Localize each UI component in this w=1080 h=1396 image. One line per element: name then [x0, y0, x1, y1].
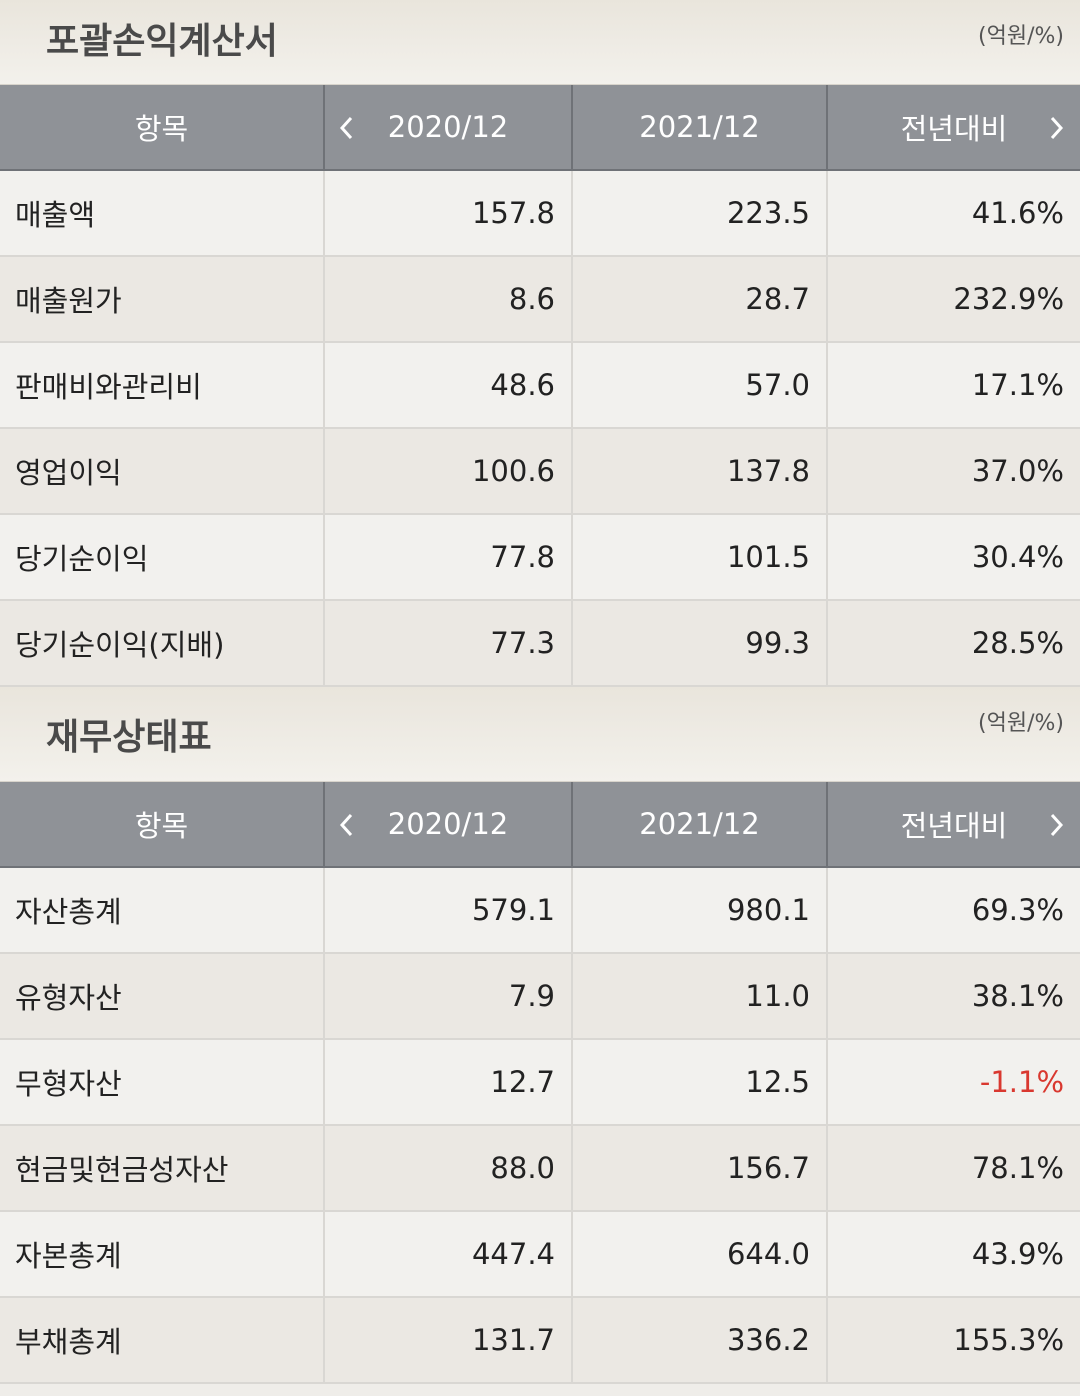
header-cell: 2020/12: [325, 85, 573, 169]
arrow-shape: [1050, 116, 1064, 140]
value-cell: 644.0: [573, 1212, 828, 1296]
value-cell: 30.4%: [971, 540, 1064, 574]
value-cell: 8.6: [325, 257, 573, 341]
header-cell: 항목: [0, 782, 325, 866]
value-cell: 99.3: [573, 601, 828, 685]
arrow-shape: [339, 813, 353, 837]
row-label: 부채총계: [0, 1298, 325, 1382]
header-cell: 전년대비: [828, 85, 1080, 169]
value-cell: 131.7: [325, 1298, 573, 1382]
value-cell: 88.0: [325, 1126, 573, 1210]
header-row: 항목 2020/12 2021/12 전년대비: [0, 782, 1080, 868]
value-cell: 69.3%: [971, 893, 1064, 927]
row-label: 자산총계: [0, 868, 325, 952]
table-row: 매출액 157.8 223.5 41.6%: [0, 171, 1080, 257]
header-cell: 2021/12: [573, 85, 828, 169]
table-body: 자산총계 579.1 980.1 69.3% 유형자산 7.9 11.0 38.1% 무형자산 1…: [0, 868, 1080, 1384]
value-cell: 7.9: [325, 954, 573, 1038]
prev-arrow[interactable]: [337, 113, 357, 143]
value-cell: 232.9%: [953, 282, 1064, 316]
value-cell: 156.7: [573, 1126, 828, 1210]
table-row: 당기순이익(지배) 77.3 99.3 28.5%: [0, 601, 1080, 687]
row-label: 자본총계: [0, 1212, 325, 1296]
value-cell: 223.5: [573, 171, 828, 255]
next-arrow[interactable]: [1046, 113, 1066, 143]
value-cell: 157.8: [325, 171, 573, 255]
value-cell: 336.2: [573, 1298, 828, 1382]
value-cell: 579.1: [325, 868, 573, 952]
section: 포괄손익계산서 (억원/%) 항목 2020/12 2021/12 전년대비 매출액 157.…: [0, 0, 1080, 687]
header-cell: 전년대비: [828, 782, 1080, 866]
table-row: 자본총계 447.4 644.0 43.9%: [0, 1212, 1080, 1298]
value-cell: 101.5: [573, 515, 828, 599]
section: 재무상태표 (억원/%) 항목 2020/12 2021/12 전년대비 자산총계 579.1…: [0, 687, 1080, 1384]
table-row: 유형자산 7.9 11.0 38.1%: [0, 954, 1080, 1040]
header-row: 항목 2020/12 2021/12 전년대비: [0, 85, 1080, 171]
row-label: 유형자산: [0, 954, 325, 1038]
value-cell: 12.5: [573, 1040, 828, 1124]
section-title: 포괄손익계산서: [46, 21, 278, 62]
value-cell: 78.1%: [971, 1151, 1064, 1185]
value-cell: 17.1%: [971, 368, 1064, 402]
table-row: 당기순이익 77.8 101.5 30.4%: [0, 515, 1080, 601]
value-cell: 41.6%: [971, 196, 1064, 230]
value-cell: 28.7: [573, 257, 828, 341]
unit-label: (억원/%): [978, 24, 1064, 49]
value-cell: 447.4: [325, 1212, 573, 1296]
table-row: 자산총계 579.1 980.1 69.3%: [0, 868, 1080, 954]
value-cell: 43.9%: [971, 1237, 1064, 1271]
value-cell: 38.1%: [971, 979, 1064, 1013]
row-label: 무형자산: [0, 1040, 325, 1124]
table-row: 영업이익 100.6 137.8 37.0%: [0, 429, 1080, 515]
table-row: 판매비와관리비 48.6 57.0 17.1%: [0, 343, 1080, 429]
header-cell: 2021/12: [573, 782, 828, 866]
title-bar: 포괄손익계산서 (억원/%): [0, 0, 1080, 85]
table-row: 현금및현금성자산 88.0 156.7 78.1%: [0, 1126, 1080, 1212]
row-label: 영업이익: [0, 429, 325, 513]
value-cell: 980.1: [573, 868, 828, 952]
value-cell: 12.7: [325, 1040, 573, 1124]
title-bar: 재무상태표 (억원/%): [0, 687, 1080, 782]
row-label: 당기순이익: [0, 515, 325, 599]
table-body: 매출액 157.8 223.5 41.6% 매출원가 8.6 28.7 232.9% 판매비와관…: [0, 171, 1080, 687]
value-cell: 137.8: [573, 429, 828, 513]
value-cell: 48.6: [325, 343, 573, 427]
row-label: 판매비와관리비: [0, 343, 325, 427]
header-cell: 항목: [0, 85, 325, 169]
value-cell: 100.6: [325, 429, 573, 513]
row-label: 당기순이익(지배): [0, 601, 325, 685]
header-cell: 2020/12: [325, 782, 573, 866]
section-title: 재무상태표: [46, 717, 212, 758]
value-cell: 37.0%: [971, 454, 1064, 488]
value-cell: 77.3: [325, 601, 573, 685]
value-cell: 11.0: [573, 954, 828, 1038]
value-cell: 28.5%: [971, 626, 1064, 660]
arrow-shape: [339, 116, 353, 140]
table-row: 무형자산 12.7 12.5 -1.1%: [0, 1040, 1080, 1126]
prev-arrow[interactable]: [337, 810, 357, 840]
unit-label: (억원/%): [978, 711, 1064, 736]
table-row: 매출원가 8.6 28.7 232.9%: [0, 257, 1080, 343]
row-label: 매출원가: [0, 257, 325, 341]
value-cell: -1.1%: [979, 1065, 1064, 1099]
value-cell: 57.0: [573, 343, 828, 427]
next-arrow[interactable]: [1046, 810, 1066, 840]
arrow-shape: [1050, 813, 1064, 837]
table-row: 부채총계 131.7 336.2 155.3%: [0, 1298, 1080, 1384]
value-cell: 155.3%: [953, 1323, 1064, 1357]
row-label: 매출액: [0, 171, 325, 255]
value-cell: 77.8: [325, 515, 573, 599]
row-label: 현금및현금성자산: [0, 1126, 325, 1210]
